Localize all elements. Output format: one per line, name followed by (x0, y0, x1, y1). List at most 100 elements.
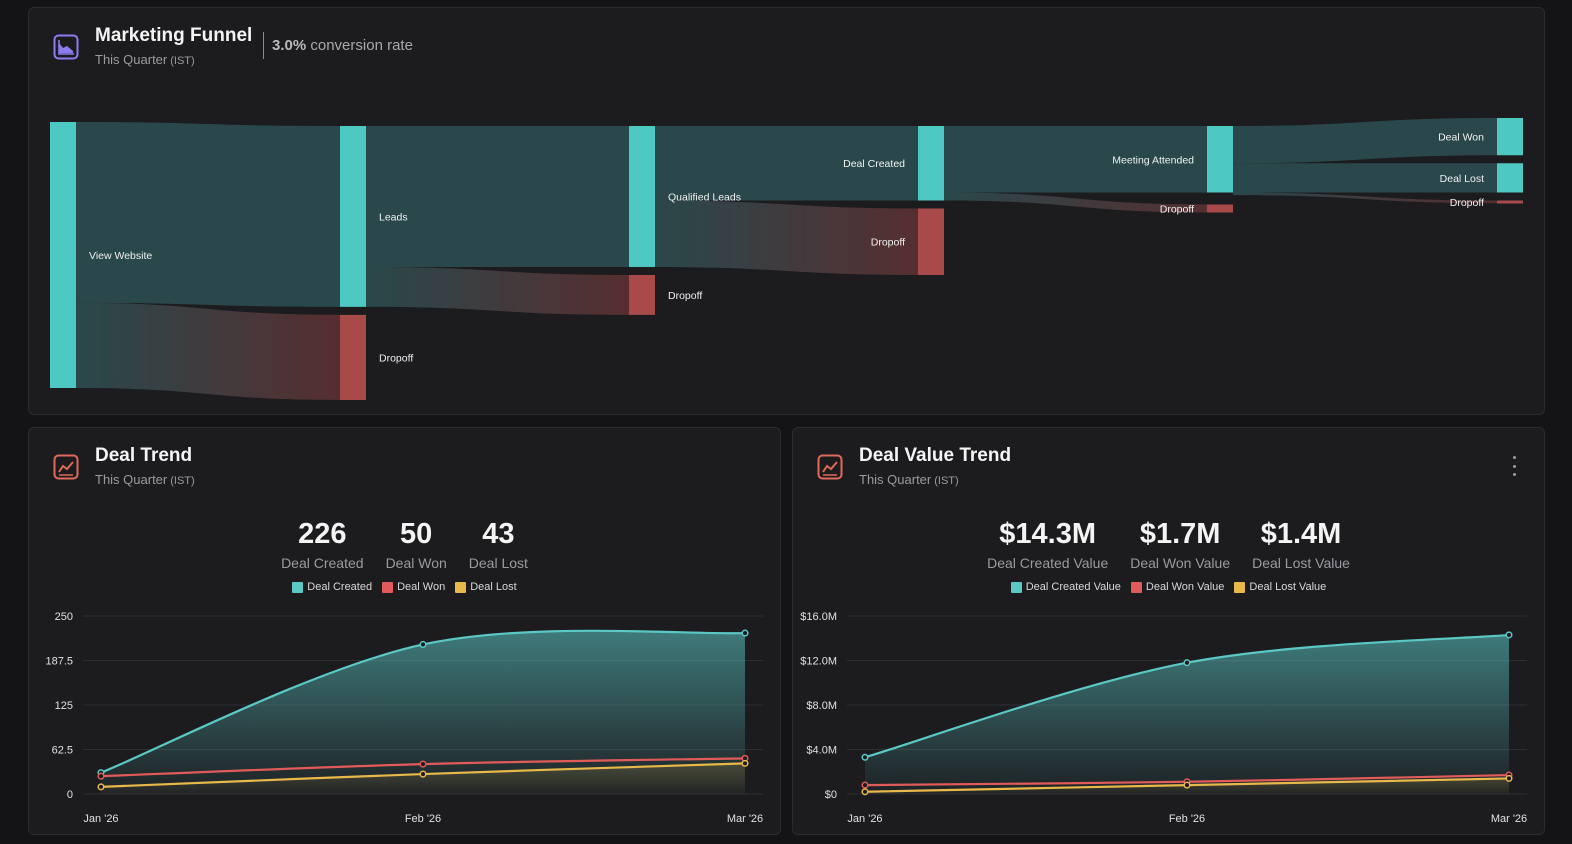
data-point-deal-won-value[interactable] (861, 781, 869, 789)
card-subtitle: This Quarter (IST) (95, 52, 195, 67)
sankey-link-leads-to-qualified-leads[interactable] (366, 126, 629, 267)
sankey-label-dropoff: Dropoff (668, 290, 702, 302)
y-tick-label: $4.0M (806, 745, 837, 757)
x-tick-label: Mar '26 (1491, 813, 1527, 825)
stat-deal-lost-value: $1.4M Deal Lost Value (1252, 518, 1350, 571)
data-point-deal-lost[interactable] (97, 783, 105, 791)
sankey-link-meeting-attended-to-dropoff[interactable] (1233, 192, 1497, 204)
series-area-deal-created-value (865, 634, 1509, 794)
summary-stats: 226 Deal Created 50 Deal Won 43 Deal Los… (29, 516, 780, 571)
sankey-label-dropoff: Dropoff (1160, 203, 1194, 215)
sankey-node-dropoff[interactable] (918, 208, 944, 275)
stat-deal-won: 50 Deal Won (385, 518, 447, 571)
sankey-node-qualified-leads[interactable] (629, 126, 655, 267)
deal-trend-card: Deal Trend This Quarter (IST) 226 Deal Cr… (28, 427, 781, 835)
legend-item-deal-lost-value[interactable]: Deal Lost Value (1234, 581, 1326, 593)
sankey-label-dropoff: Dropoff (1450, 197, 1484, 209)
data-point-deal-created[interactable] (419, 640, 427, 649)
sankey-link-leads-to-dropoff[interactable] (366, 266, 629, 315)
x-tick-label: Mar '26 (727, 813, 763, 825)
x-tick-label: Feb '26 (405, 813, 441, 825)
stat-deal-lost: 43 Deal Lost (468, 518, 528, 571)
chart-legend: Deal Created Value Deal Won Value Deal L… (793, 581, 1544, 593)
deal-value-trend-chart: $0 $4.0M $8.0M $12.0M $16.0M Jan '26 Feb '26 Ma… (800, 611, 1527, 825)
line-chart-icon (817, 454, 843, 480)
data-point-deal-created[interactable] (741, 629, 749, 637)
data-point-deal-lost-value[interactable] (861, 788, 869, 796)
data-point-deal-lost-value[interactable] (1183, 781, 1191, 789)
sankey-node-deal-created[interactable] (918, 126, 944, 201)
sankey-node-dropoff[interactable] (1497, 200, 1523, 204)
y-tick-label: $16.0M (800, 611, 837, 623)
y-tick-label: 125 (55, 700, 73, 712)
sankey-label-view-website: View Website (89, 250, 152, 262)
stat-deal-created: 226 Deal Created (281, 518, 364, 571)
line-chart-icon (53, 454, 79, 480)
sankey-node-leads[interactable] (340, 126, 366, 307)
sankey-link-deal-created-to-meeting-attended[interactable] (944, 126, 1207, 193)
data-point-deal-lost[interactable] (419, 770, 427, 778)
legend-item-deal-created[interactable]: Deal Created (292, 581, 372, 593)
sankey-node-deal-lost[interactable] (1497, 163, 1523, 193)
sankey-link-qualified-leads-to-dropoff[interactable] (655, 200, 918, 275)
card-title: Marketing Funnel (95, 25, 253, 46)
legend-item-deal-won[interactable]: Deal Won (382, 581, 445, 593)
sankey-label-deal-won: Deal Won (1438, 132, 1484, 144)
y-tick-label: $12.0M (800, 656, 837, 668)
data-point-deal-created-value[interactable] (1505, 631, 1513, 639)
data-point-deal-lost-value[interactable] (1505, 774, 1513, 782)
marketing-funnel-card: Marketing Funnel This Quarter (IST) 3.0% … (28, 7, 1545, 415)
sankey-label-leads: Leads (379, 211, 408, 223)
sankey-link-deal-created-to-dropoff[interactable] (944, 192, 1207, 213)
data-point-deal-won[interactable] (419, 760, 427, 768)
conversion-rate: 3.0% conversion rate (263, 32, 413, 59)
sankey-label-meeting-attended: Meeting Attended (1112, 154, 1194, 166)
card-title: Deal Value Trend (859, 445, 1012, 466)
sankey-label-dropoff: Dropoff (871, 237, 905, 249)
chart-legend: Deal Created Deal Won Deal Lost (29, 581, 780, 593)
data-point-deal-won[interactable] (97, 772, 105, 780)
sankey-label-deal-lost: Deal Lost (1440, 173, 1484, 185)
x-tick-label: Jan '26 (83, 813, 118, 825)
area-chart-icon (53, 34, 79, 60)
sankey-node-dropoff[interactable] (340, 314, 366, 400)
deal-trend-chart: 0 62.5 125 187.5 250 Jan '26 Feb '26 Mar '26 (45, 611, 763, 825)
y-tick-label: $8.0M (806, 700, 837, 712)
legend-item-deal-lost[interactable]: Deal Lost (455, 581, 517, 593)
card-subtitle: This Quarter (IST) (859, 472, 959, 487)
deal-value-trend-card: Deal Value Trend This Quarter (IST) $14.3… (792, 427, 1545, 835)
sankey-node-meeting-attended[interactable] (1207, 126, 1233, 193)
data-point-deal-created-value[interactable] (1183, 659, 1191, 667)
sankey-node-dropoff[interactable] (1207, 204, 1233, 213)
sankey-link-meeting-attended-to-deal-won[interactable] (1233, 118, 1497, 164)
series-area-deal-created (101, 630, 745, 794)
y-tick-label: 62.5 (52, 745, 73, 757)
stat-deal-won-value: $1.7M Deal Won Value (1130, 518, 1231, 571)
y-tick-label: 187.5 (45, 656, 73, 668)
legend-item-deal-won-value[interactable]: Deal Won Value (1130, 581, 1224, 593)
sankey-node-view-website[interactable] (50, 122, 76, 388)
sankey-link-qualified-leads-to-deal-created[interactable] (655, 126, 918, 201)
sankey-node-deal-won[interactable] (1497, 118, 1523, 156)
data-point-deal-lost[interactable] (741, 759, 749, 767)
more-vertical-icon[interactable] (1506, 456, 1522, 476)
sankey-label-deal-created: Deal Created (843, 158, 905, 170)
x-tick-label: Feb '26 (1169, 813, 1205, 825)
card-title: Deal Trend (95, 445, 193, 466)
sankey-chart: View Website Leads Dropoff Qualified Leads D… (50, 118, 1523, 400)
x-tick-label: Jan '26 (847, 813, 882, 825)
y-tick-label: 0 (67, 789, 73, 801)
sankey-label-qualified-leads: Qualified Leads (668, 191, 741, 203)
summary-stats: $14.3M Deal Created Value $1.7M Deal Won… (793, 516, 1544, 571)
sankey-node-dropoff[interactable] (629, 274, 655, 315)
data-point-deal-created-value[interactable] (861, 753, 869, 761)
y-tick-label: $0 (825, 789, 837, 801)
card-subtitle: This Quarter (IST) (95, 472, 195, 487)
sankey-link-view-website-to-leads[interactable] (76, 122, 340, 307)
sankey-link-meeting-attended-to-deal-lost[interactable] (1233, 163, 1497, 193)
series-area-deal-lost (101, 763, 745, 794)
legend-item-deal-created-value[interactable]: Deal Created Value (1010, 581, 1121, 593)
stat-deal-created-value: $14.3M Deal Created Value (987, 518, 1109, 571)
y-tick-label: 250 (55, 611, 73, 623)
sankey-link-view-website-to-dropoff[interactable] (76, 302, 340, 400)
